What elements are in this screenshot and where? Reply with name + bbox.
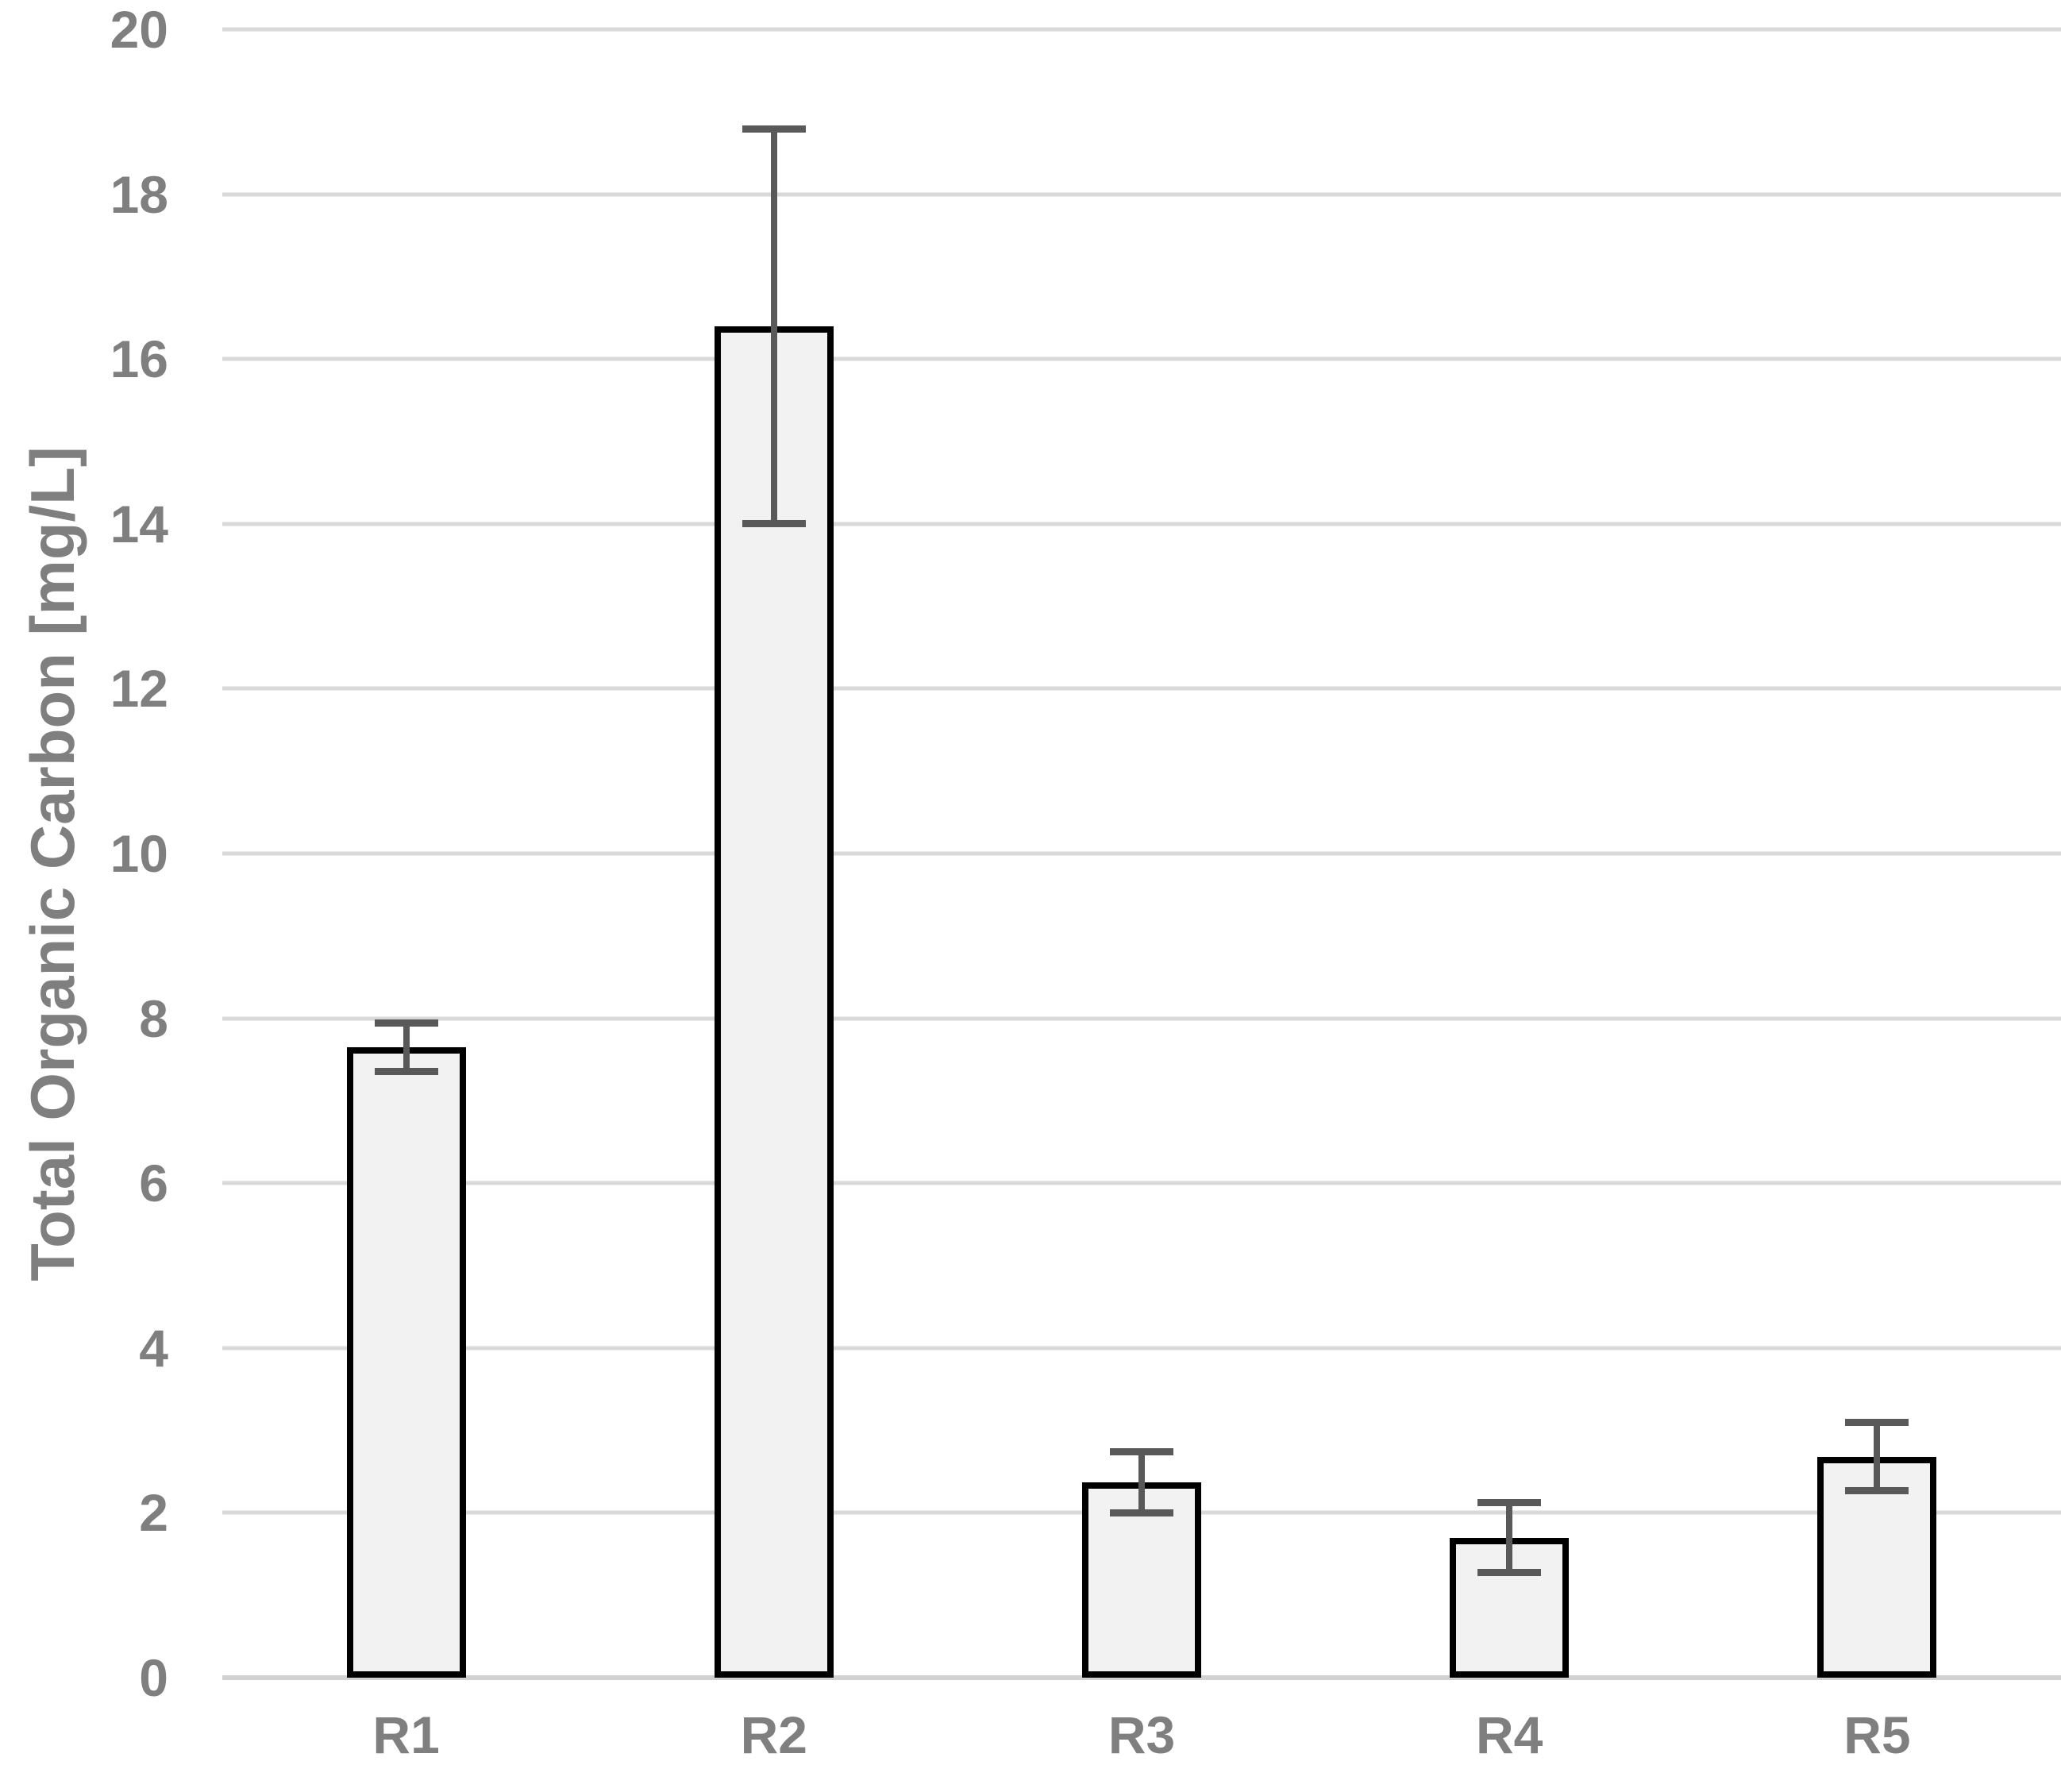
x-category-label: R2 xyxy=(740,1705,807,1764)
error-cap-top xyxy=(1845,1419,1909,1427)
y-axis-tick-labels: 0 2 4 6 8 10 12 14 16 18 20 xyxy=(0,3,168,1704)
bar-r1 xyxy=(346,1046,466,1678)
x-axis-line xyxy=(222,1675,2061,1680)
y-tick-label: 4 xyxy=(139,1318,168,1378)
error-bar-r4 xyxy=(1477,1498,1542,1577)
error-cap-bottom xyxy=(1110,1509,1173,1517)
error-bar-r2 xyxy=(742,125,806,527)
gridline xyxy=(222,27,2061,32)
error-cap-top xyxy=(1477,1498,1542,1506)
x-axis-labels: R1 R2 R3 R4 R5 xyxy=(222,1709,2061,1780)
y-tick-label: 18 xyxy=(110,164,168,224)
gridline xyxy=(222,1016,2061,1021)
error-cap-bottom xyxy=(742,519,806,527)
error-cap-bottom xyxy=(374,1068,438,1076)
y-tick-label: 2 xyxy=(139,1483,168,1543)
y-tick-label: 0 xyxy=(139,1648,168,1707)
error-cap-top xyxy=(742,125,806,133)
x-category-label: R3 xyxy=(1108,1705,1176,1764)
y-tick-label: 10 xyxy=(110,824,168,883)
error-bar-r1 xyxy=(374,1019,438,1076)
gridline xyxy=(222,1181,2061,1185)
error-cap-top xyxy=(1110,1447,1173,1455)
error-bar-r3 xyxy=(1110,1447,1173,1517)
y-tick-label: 6 xyxy=(139,1154,168,1213)
gridline xyxy=(222,522,2061,526)
error-cap-bottom xyxy=(1477,1569,1542,1577)
plot-area xyxy=(222,27,2061,1680)
gridline xyxy=(222,192,2061,197)
y-tick-label: 14 xyxy=(110,494,168,553)
x-category-label: R1 xyxy=(372,1705,440,1764)
x-category-label: R4 xyxy=(1476,1705,1543,1764)
error-bar-r5 xyxy=(1845,1419,1909,1495)
error-cap-top xyxy=(374,1019,438,1027)
y-tick-label: 12 xyxy=(110,659,168,719)
y-tick-label: 16 xyxy=(110,329,168,389)
bar-r2 xyxy=(714,326,834,1678)
y-tick-label: 20 xyxy=(110,0,168,59)
y-tick-label: 8 xyxy=(139,988,168,1048)
x-category-label: R5 xyxy=(1843,1705,1911,1764)
error-cap-bottom xyxy=(1845,1487,1909,1495)
gridline xyxy=(222,686,2061,691)
gridline xyxy=(222,1346,2061,1351)
gridline xyxy=(222,851,2061,856)
gridline xyxy=(222,356,2061,361)
